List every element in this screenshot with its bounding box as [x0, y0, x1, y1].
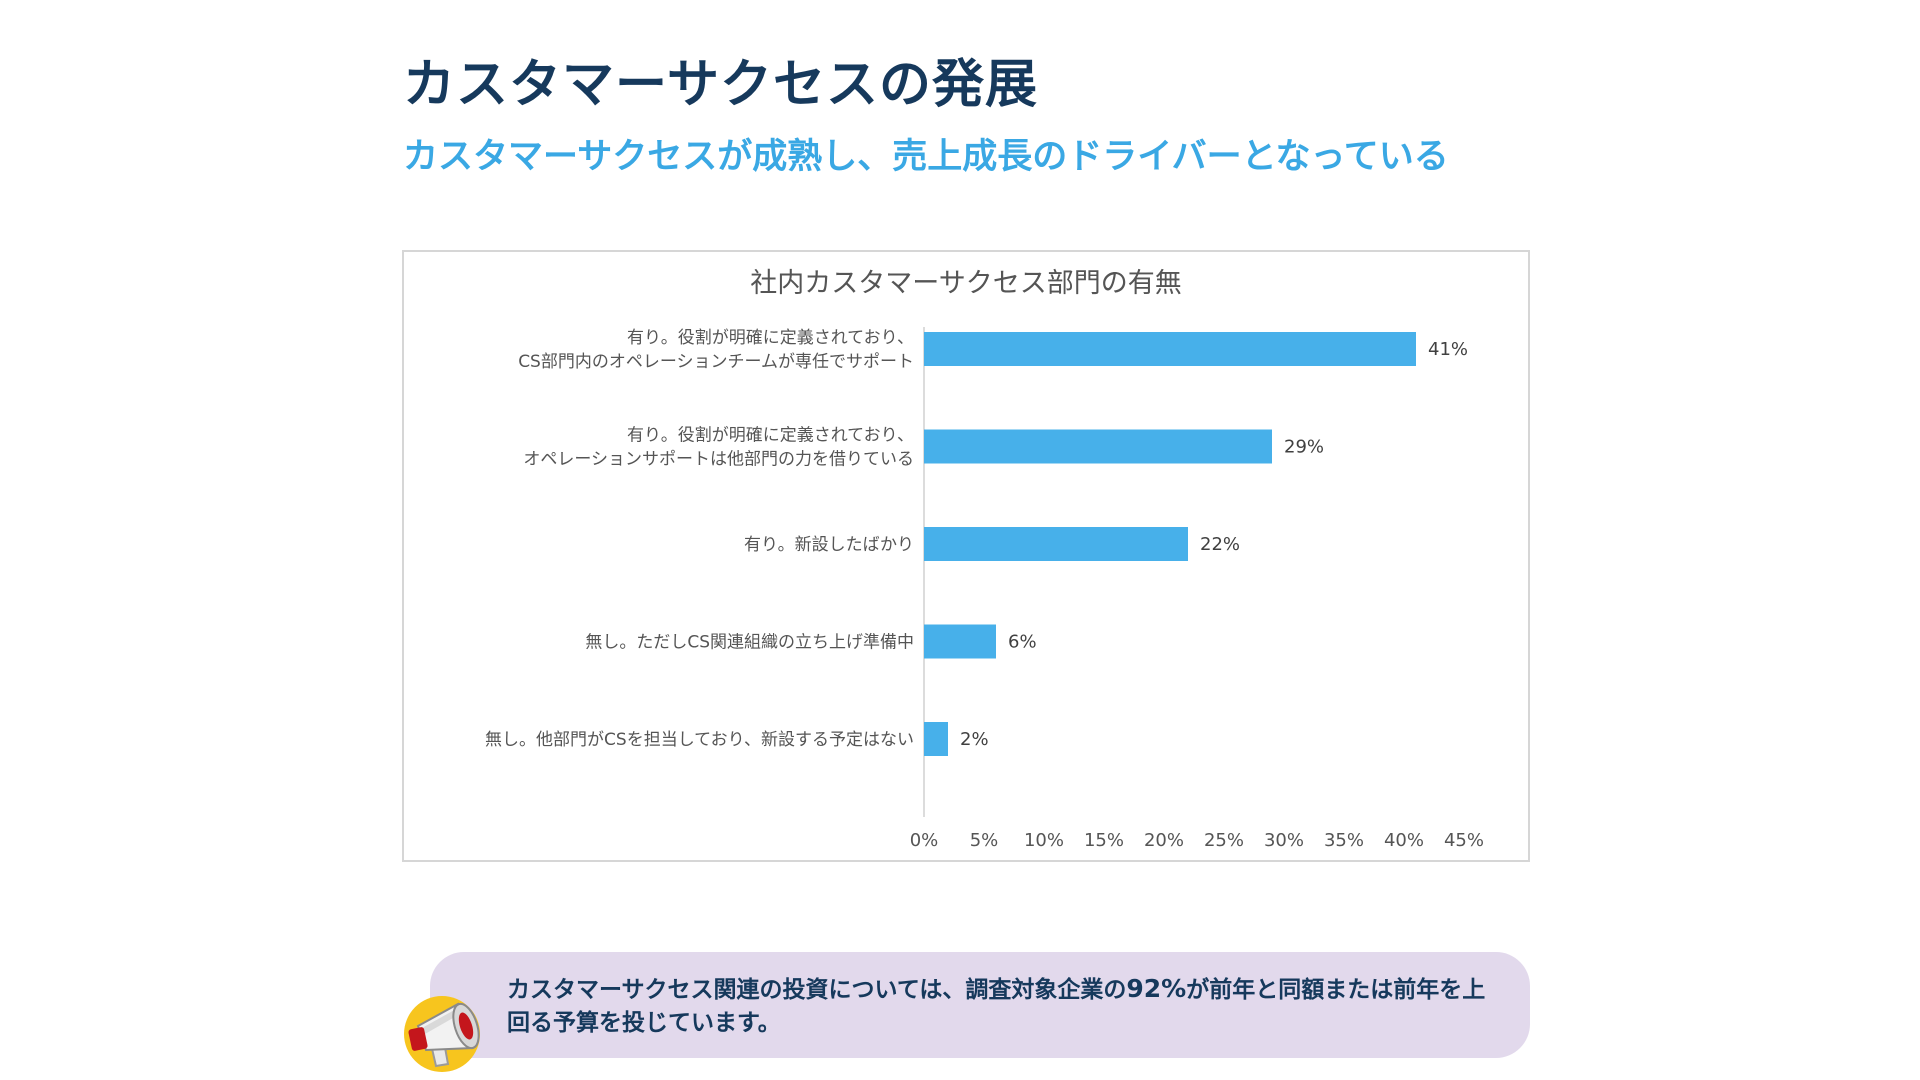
x-tick-label: 25% — [1204, 830, 1244, 851]
x-tick-label: 30% — [1264, 830, 1304, 851]
data-label: 2% — [960, 729, 989, 750]
x-tick-label: 35% — [1324, 830, 1364, 851]
x-tick-label: 15% — [1084, 830, 1124, 851]
bar — [924, 624, 996, 659]
bar — [924, 429, 1272, 464]
data-label: 41% — [1428, 339, 1468, 360]
category-label: CS部門内のオペレーションチームが専任でサポート — [518, 352, 914, 372]
note-text-before: カスタマーサクセス関連の投資については、調査対象企業の — [507, 977, 1127, 1003]
category-label: 有り。役割が明確に定義されており、 — [627, 328, 914, 348]
bar — [924, 722, 948, 756]
data-label: 6% — [1008, 632, 1037, 653]
chart-frame: 社内カスタマーサクセス部門の有無 41% 有り。役割が明確に定義されており、 CS部門… — [402, 250, 1530, 862]
page-title: カスタマーサクセスの発展 — [403, 55, 1038, 115]
page-subtitle: カスタマーサクセスが成熟し、売上成長のドライバーとなっている — [403, 137, 1449, 177]
data-label: 22% — [1200, 534, 1240, 555]
x-tick-label: 0% — [910, 830, 939, 851]
bar — [924, 527, 1188, 561]
note-highlight: 92% — [1126, 974, 1187, 1003]
note-text-after: が前年と同額または前年を上回る予算を投じています。 — [507, 977, 1486, 1036]
category-label: オペレーションサポートは他部門の力を借りている — [523, 450, 914, 470]
category-label: 無し。ただしCS関連組織の立ち上げ準備中 — [585, 633, 914, 653]
x-tick-label: 45% — [1444, 830, 1484, 851]
megaphone-icon — [404, 996, 480, 1072]
note-text: カスタマーサクセス関連の投資については、調査対象企業の92%が前年と同額または前… — [507, 972, 1507, 1040]
data-label: 29% — [1284, 437, 1324, 458]
x-tick-label: 20% — [1144, 830, 1184, 851]
category-label: 有り。新設したばかり — [744, 535, 914, 555]
category-label: 無し。他部門がCSを担当しており、新設する予定はない — [485, 730, 914, 750]
x-tick-label: 10% — [1024, 830, 1064, 851]
chart-title: 社内カスタマーサクセス部門の有無 — [750, 268, 1181, 299]
x-tick-label: 5% — [970, 830, 999, 851]
note-callout: カスタマーサクセス関連の投資については、調査対象企業の92%が前年と同額または前… — [430, 952, 1530, 1058]
x-tick-label: 40% — [1384, 830, 1424, 851]
bar — [924, 332, 1416, 366]
category-label: 有り。役割が明確に定義されており、 — [627, 426, 914, 446]
bar-chart: 社内カスタマーサクセス部門の有無 41% 有り。役割が明確に定義されており、 CS部門… — [485, 268, 1484, 851]
